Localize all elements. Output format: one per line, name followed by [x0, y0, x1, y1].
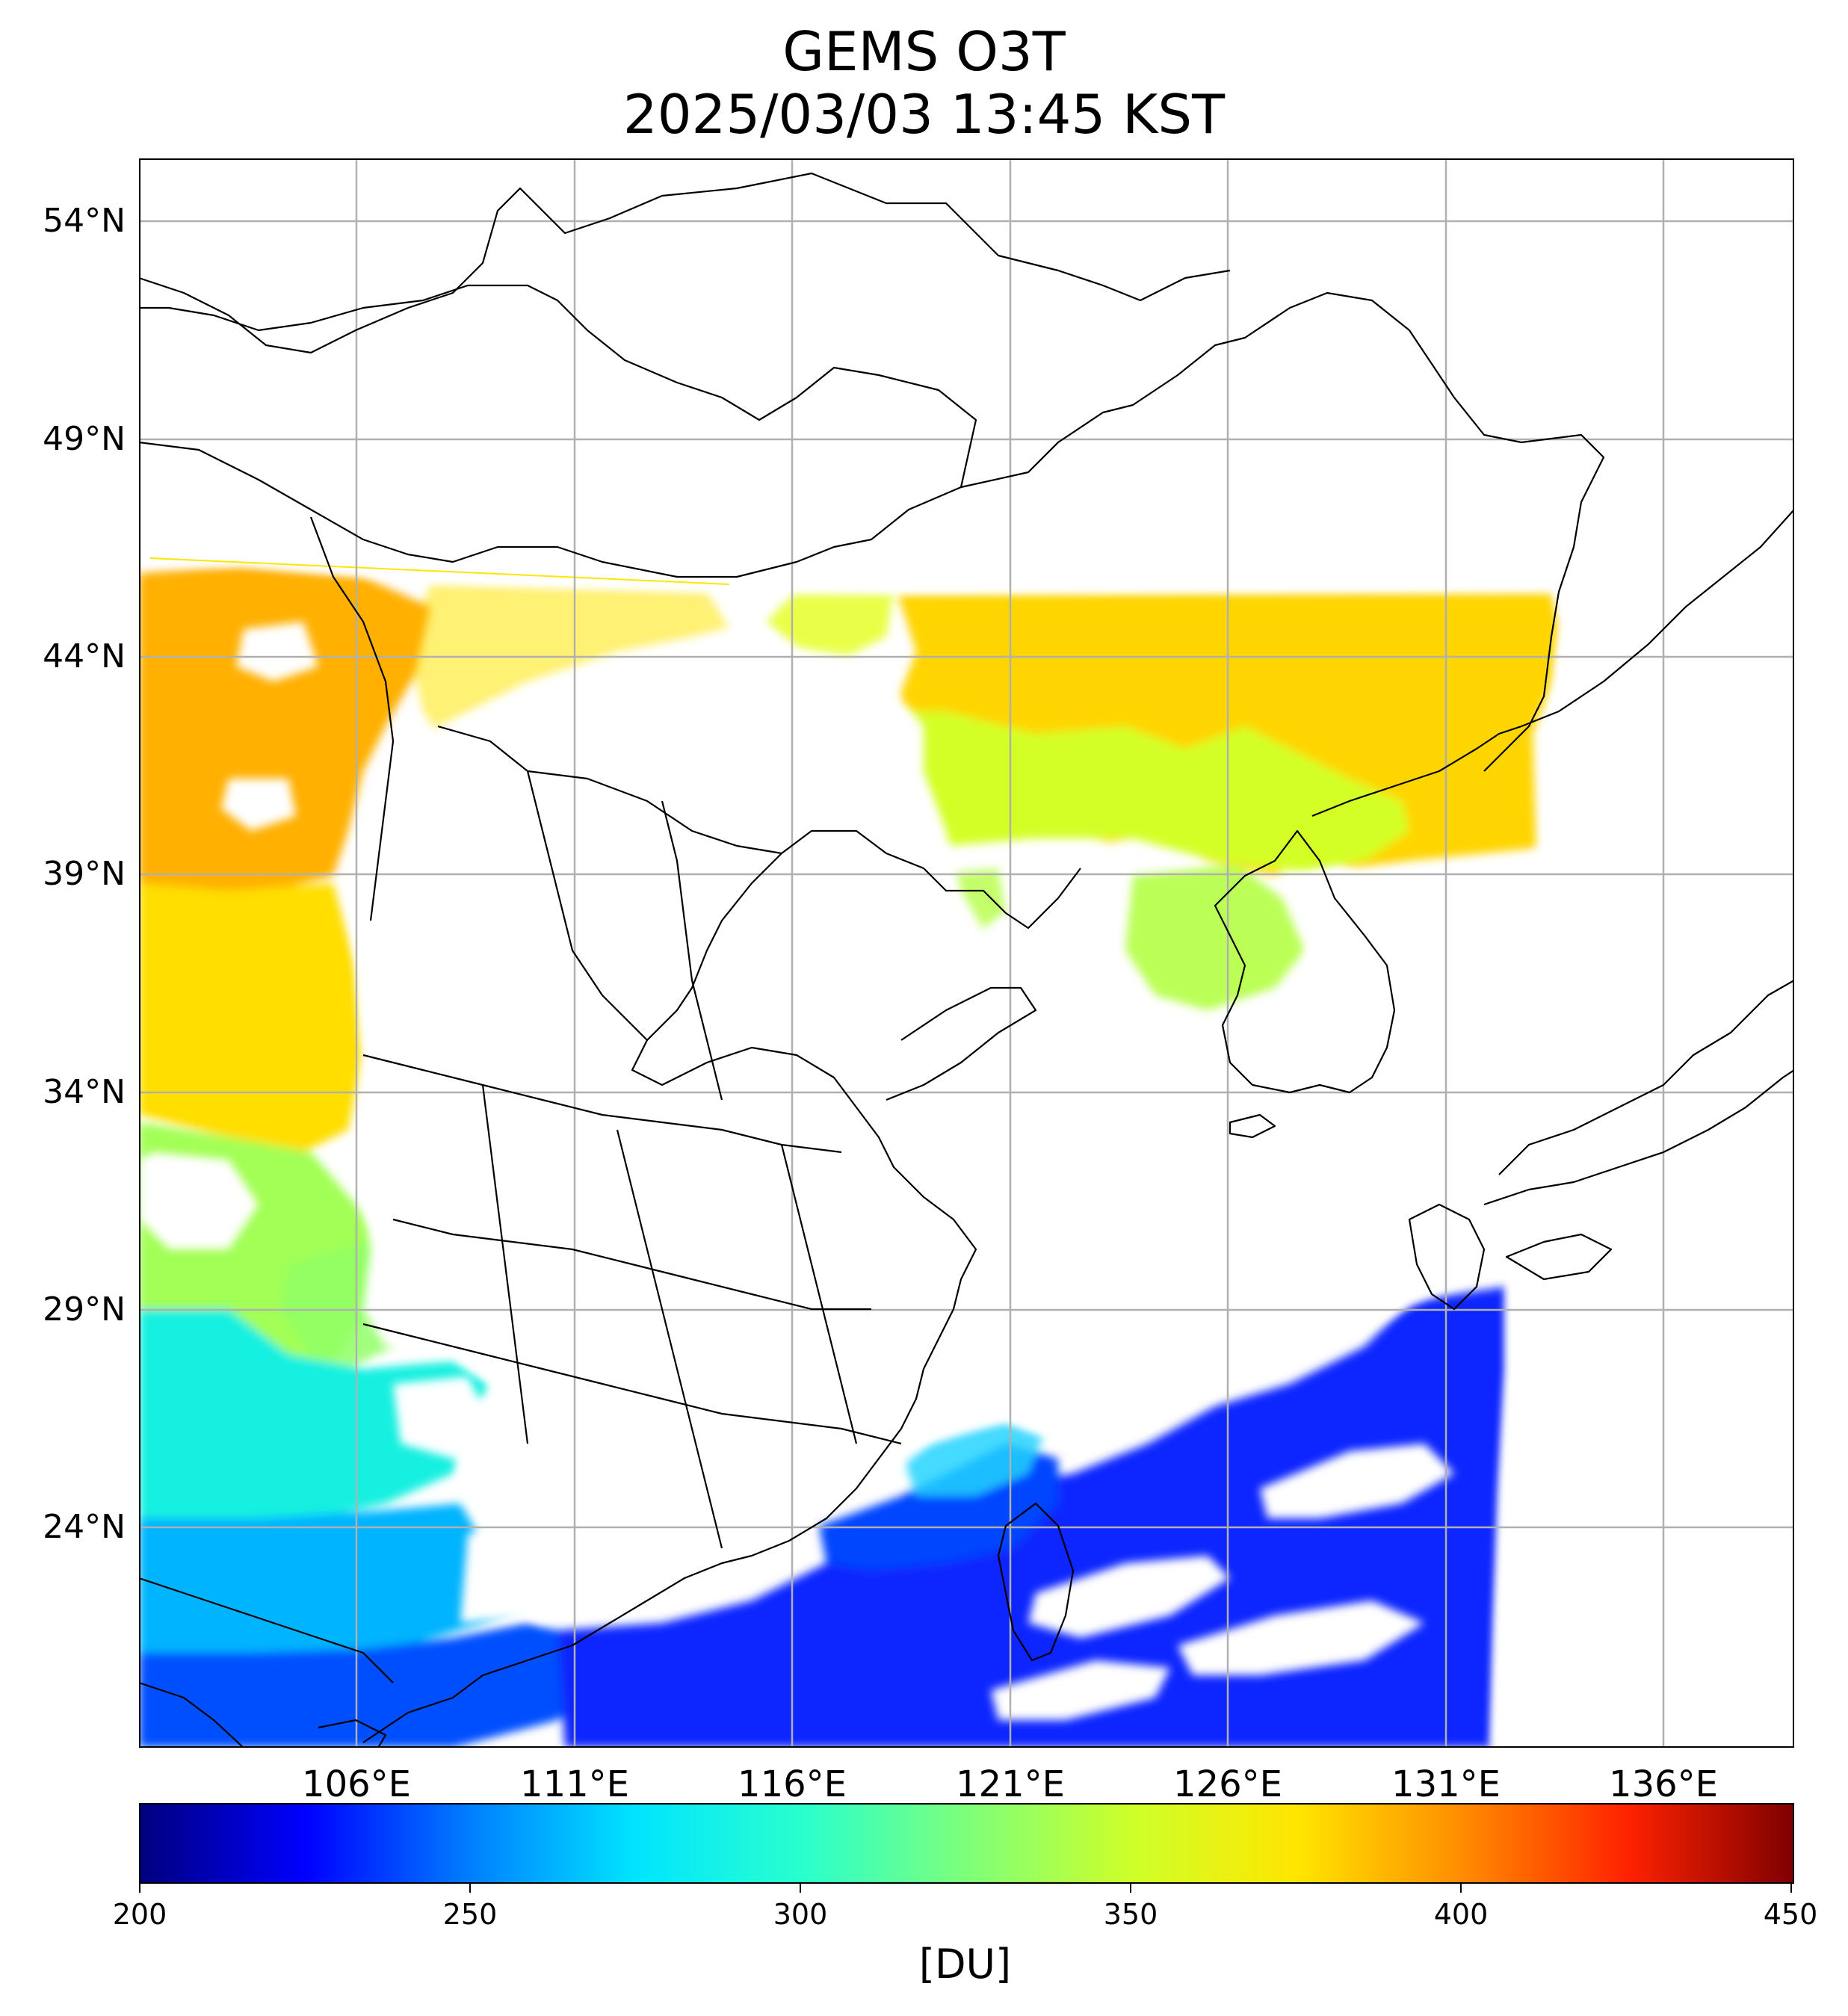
colorbar-tick — [800, 1882, 801, 1893]
cloud-gap-south-sea-4 — [1260, 1444, 1454, 1518]
lat-label-39: 39°N — [43, 855, 126, 893]
colorbar-tick — [1460, 1882, 1462, 1893]
border-province-9 — [661, 800, 723, 1101]
ozone-region-west-yellow — [139, 883, 363, 1152]
ozone-region-southwest-cyan — [139, 1309, 498, 1533]
ozone-map-svg — [139, 158, 1794, 1748]
cloud-gap-south-sea-3 — [991, 1660, 1170, 1720]
coast-hainan — [318, 1719, 387, 1748]
lat-label-29: 29°N — [43, 1290, 126, 1329]
lat-label-49: 49°N — [43, 420, 126, 458]
lat-label-24: 24°N — [43, 1508, 126, 1546]
cloud-gap-central-china — [348, 622, 1499, 1623]
colorbar-tick — [1130, 1882, 1131, 1893]
lon-label-131: 131°E — [1391, 1763, 1501, 1805]
border-mongolia-china — [139, 284, 977, 578]
coastlines-borders — [139, 172, 1794, 1748]
border-korea-china — [1311, 725, 1522, 817]
ozone-field — [139, 566, 1559, 1748]
cloud-gaps — [139, 158, 1794, 1748]
lat-label-44: 44°N — [43, 637, 126, 675]
ozone-region-north-central-2 — [767, 590, 894, 655]
border-china-russia-ne — [960, 291, 1605, 772]
colorbar-label-250: 250 — [442, 1898, 498, 1931]
border-vietnam-china — [139, 1577, 394, 1683]
ozone-map — [139, 158, 1794, 1748]
colorbar-label-400: 400 — [1433, 1898, 1489, 1931]
coast-japan-honshu — [1483, 1069, 1794, 1206]
lon-label-111: 111°E — [520, 1763, 629, 1805]
ozone-region-korea — [1125, 865, 1305, 1010]
border-province-6 — [616, 1129, 723, 1549]
border-province-3 — [362, 1054, 842, 1154]
cloud-gap-south-sea-2 — [1178, 1601, 1424, 1675]
cloud-gap-north — [139, 158, 1794, 593]
border-province-5 — [362, 1323, 902, 1445]
swath-edge-line — [149, 557, 730, 585]
coast-primorye — [1521, 509, 1794, 728]
chart-subtitle: 2025/03/03 13:45 KST — [622, 83, 1226, 146]
border-province-7 — [780, 1144, 858, 1444]
coast-korea — [1214, 829, 1396, 1094]
ozone-region-west-orange — [139, 566, 430, 898]
coast-japan-shikoku — [1505, 1233, 1613, 1281]
border-russia-mongolia — [139, 172, 1231, 354]
colorbar — [139, 1803, 1794, 1884]
coast-taiwan — [997, 1502, 1075, 1662]
cloud-gap-southwest-2 — [460, 1526, 587, 1623]
cloud-gap-south-sea-1 — [1028, 1556, 1230, 1638]
border-province-10 — [309, 516, 395, 921]
colorbar-tick — [469, 1882, 471, 1893]
cloud-gap-west-1 — [236, 622, 318, 681]
coast-jeju — [1229, 1113, 1276, 1139]
coast-japan-sea-side — [1498, 980, 1794, 1175]
colorbar-tick — [139, 1882, 140, 1893]
border-province-8 — [481, 1084, 529, 1444]
coast-shandong — [886, 986, 1037, 1101]
chart-title: GEMS O3T — [782, 20, 1066, 83]
lon-label-136: 136°E — [1609, 1763, 1718, 1805]
colorbar-label-200: 200 — [112, 1898, 167, 1931]
colorbar-label-300: 300 — [773, 1898, 828, 1931]
coast-japan-kyushu — [1408, 1203, 1486, 1311]
border-province-1 — [437, 725, 782, 855]
cloud-gap-yellow-sea — [998, 906, 1110, 1003]
cloud-gap-west-2 — [221, 779, 296, 831]
colorbar-tick — [1790, 1882, 1792, 1893]
cloud-gap-far-east — [1492, 577, 1794, 1748]
coast-liaodong — [923, 868, 1081, 930]
border-laos-vietnam — [139, 1681, 244, 1748]
lon-label-121: 121°E — [956, 1763, 1065, 1805]
lon-label-126: 126°E — [1173, 1763, 1282, 1805]
lat-label-34: 34°N — [43, 1073, 126, 1111]
lon-label-106: 106°E — [302, 1763, 411, 1805]
colorbar-label-350: 350 — [1103, 1898, 1158, 1931]
lon-label-116: 116°E — [738, 1763, 847, 1805]
colorbar-units: [DU] — [918, 1941, 1012, 1988]
ozone-region-southwest-blue — [139, 1623, 602, 1748]
coast-china-east — [362, 829, 977, 1743]
border-province-2 — [526, 770, 648, 1041]
lat-label-54: 54°N — [43, 202, 126, 240]
cloud-gap-west-3 — [139, 1152, 259, 1249]
cloud-gap-southwest — [393, 1376, 490, 1459]
colorbar-label-450: 450 — [1763, 1898, 1818, 1931]
border-province-4 — [392, 1218, 871, 1311]
